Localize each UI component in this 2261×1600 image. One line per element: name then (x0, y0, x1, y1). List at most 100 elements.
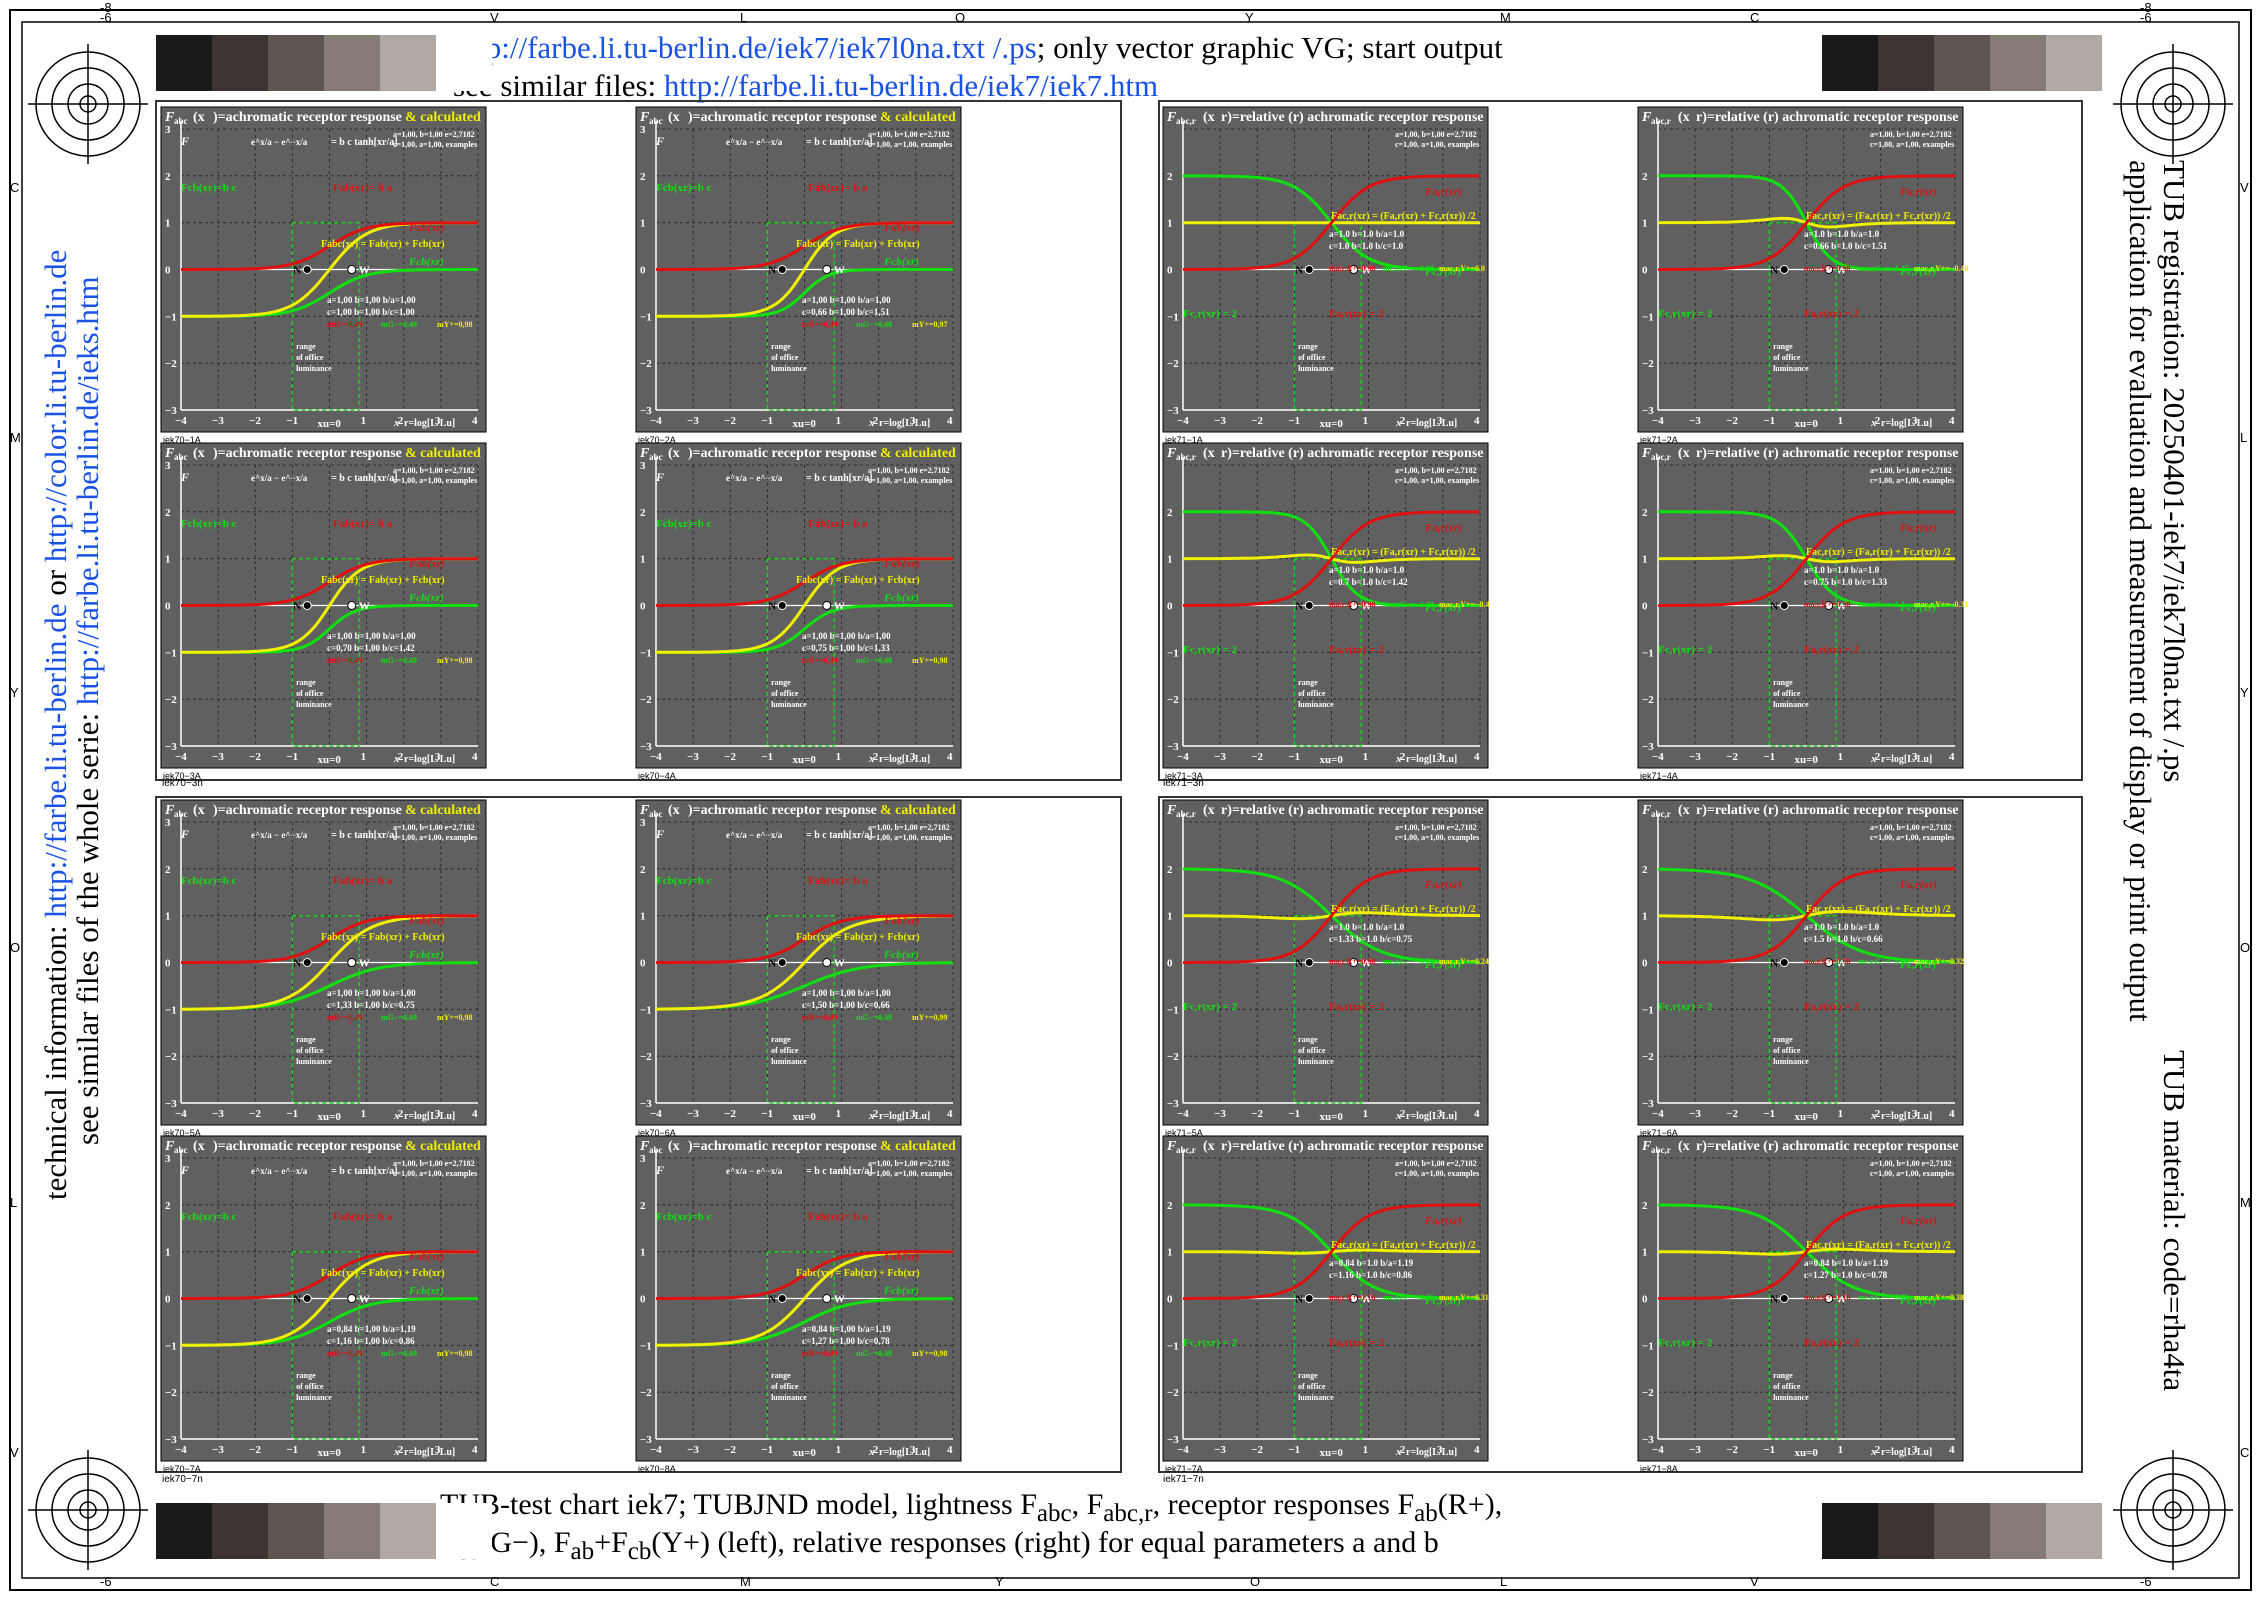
examples-1: a=1,00, b=1,00 e=2,7182 (1395, 823, 1477, 832)
x-tick-label: −3 (212, 1108, 224, 1120)
range-label: luminance (771, 1393, 807, 1402)
formula-tanh: = b c tanh[xr/a] (806, 1166, 873, 1177)
label-W: W (1361, 958, 1372, 970)
y-tick-label: 0 (640, 1294, 646, 1306)
series-label-red: Fa,r(xr) (1424, 879, 1462, 891)
point-N (777, 601, 787, 610)
series-label-yellow: Fac,r(xr) = (Fa,r(xr) + Fc,r(xr)) /2 (1806, 547, 1951, 558)
m-value-green: mc,r,G−=−0.85 (1383, 1293, 1434, 1302)
x-zero-label: xu=0 (793, 754, 817, 766)
formula-a-r: Fa,r(xr) = 2 (1329, 308, 1384, 320)
panel-title-sub: abc (649, 116, 663, 126)
point-N (302, 265, 312, 274)
x-axis-label-rest: r=log[L/Lu] (1406, 754, 1457, 765)
examples-1: a=1,00, b=1,00 e=2,7182 (1870, 823, 1952, 832)
x-tick-label: 3 (1437, 1444, 1443, 1456)
formula-abc: F (180, 134, 189, 148)
x-tick-label: 2 (398, 415, 404, 427)
panel-title-f: F (1166, 1139, 1177, 1154)
range-label: of office (771, 689, 799, 698)
x-tick-label: −3 (687, 1108, 699, 1120)
x-tick-label: 1 (1363, 751, 1369, 763)
x-tick-label: 4 (1949, 751, 1955, 763)
x-axis-label-rest: r=log[L/Lu] (404, 1111, 455, 1122)
y-tick-label: 2 (1642, 171, 1648, 183)
range-label: luminance (1773, 700, 1809, 709)
left-side-link-3[interactable]: http://color.li.tu-berlin.de (38, 249, 73, 563)
x-tick-label: −3 (212, 751, 224, 763)
x-tick-label: 3 (1912, 1108, 1918, 1120)
label-N: N (1770, 1294, 1778, 1306)
edge-label-bottom: Y (995, 1574, 1004, 1589)
series-line-red (656, 1250, 953, 1300)
y-tick-label: 1 (165, 911, 171, 923)
header-link-1[interactable]: http://farbe.li.tu-berlin.de/iek7/iek7l0… (453, 30, 1037, 65)
range-label: luminance (1298, 700, 1334, 709)
panel-title: )=achromatic receptor response (213, 1139, 402, 1154)
edge-label-right: M (2240, 1195, 2251, 1210)
panel-title-x: (x (668, 110, 680, 125)
x-tick-label: 4 (1949, 1444, 1955, 1456)
y-tick-label: −1 (1642, 311, 1654, 323)
y-tick-label: −1 (165, 647, 177, 659)
y-tick-label: 0 (1642, 265, 1648, 277)
panel-id: iek70−3A (163, 771, 201, 781)
label-N: N (293, 1294, 301, 1306)
m-value-red: mR+=0,49 (802, 1349, 838, 1358)
left-side-link-2[interactable]: http://farbe.li.tu-berlin.de (38, 603, 73, 918)
series-label-yellow: Fac,r(xr) = (Fa,r(xr) + Fc,r(xr)) /2 (1331, 211, 1476, 222)
x-tick-label: −1 (1288, 415, 1300, 427)
y-tick-label: 1 (1167, 911, 1173, 923)
y-tick-label: −3 (1642, 405, 1654, 417)
office-range-box (1768, 1251, 1837, 1440)
series-line-red (1658, 867, 1955, 964)
panel-title-x: (x (1678, 1139, 1690, 1154)
x-axis-label: x (393, 417, 400, 429)
x-tick-label: 3 (435, 751, 441, 763)
series-label-red: Fab(xr) (883, 222, 919, 234)
x-axis-label: x (1395, 753, 1402, 765)
x-tick-label: 2 (1875, 751, 1881, 763)
series-label-yellow: Fabc(xr) = Fab(xr) + Fcb(xr) (321, 932, 445, 943)
y-tick-label: −2 (165, 1387, 177, 1399)
panel-title-x: (x (1678, 110, 1690, 125)
x-zero-label: xu=0 (1795, 754, 1819, 766)
left-side-link-1[interactable]: http://farbe.li.tu-berlin.de/ieks.htm (70, 276, 105, 706)
office-range-box (766, 558, 835, 747)
examples-1: a=1,00, b=1,00 e=2,7182 (868, 823, 950, 832)
panel-id: iek70−5A (163, 1128, 201, 1138)
x-tick-label: 4 (1949, 1108, 1955, 1120)
x-axis-label-rest: r=log[L/Lu] (879, 418, 930, 429)
left-side-or: or (38, 562, 73, 604)
edge-label-right: O (2240, 940, 2251, 955)
left-side-line-1: see similar files of the whole serie: ht… (70, 276, 106, 1145)
x-tick-label: 4 (472, 415, 478, 427)
x-axis-label-rest: r=log[L/Lu] (1406, 1447, 1457, 1458)
y-tick-label: −2 (640, 358, 652, 370)
series-label-green: Fc,r(xr) (1899, 266, 1936, 278)
series-label-green: Fcb(xr) (883, 949, 919, 961)
series-label-yellow: Fac,r(xr) = (Fa,r(xr) + Fc,r(xr)) /2 (1806, 211, 1951, 222)
y-tick-label: 0 (1167, 601, 1173, 613)
x-tick-label: −3 (1214, 751, 1226, 763)
label-W: W (359, 265, 370, 277)
x-axis-label-rest: r=log[L/Lu] (1881, 754, 1932, 765)
x-tick-label: 3 (1912, 1444, 1918, 1456)
panel-id: iek70−4A (638, 771, 676, 781)
examples-2: c=1,00, a=1,00, examples (1870, 140, 1954, 149)
x-axis-label: x (1870, 1446, 1877, 1458)
y-tick-label: 2 (640, 1200, 646, 1212)
label-W: W (834, 958, 845, 970)
range-label: range (1773, 1371, 1793, 1380)
panel-title-sub: abc,r (1176, 1145, 1196, 1155)
y-tick-label: −3 (1642, 1434, 1654, 1446)
x-tick-label: 1 (361, 1444, 367, 1456)
x-tick-label: −4 (1177, 1444, 1189, 1456)
panel-title-f: F (1166, 803, 1177, 818)
header-link-2[interactable]: http://farbe.li.tu-berlin.de/iek7/iek7.h… (663, 68, 1159, 103)
range-label: luminance (296, 1057, 332, 1066)
y-tick-label: −3 (640, 741, 652, 753)
x-tick-label: 4 (472, 751, 478, 763)
